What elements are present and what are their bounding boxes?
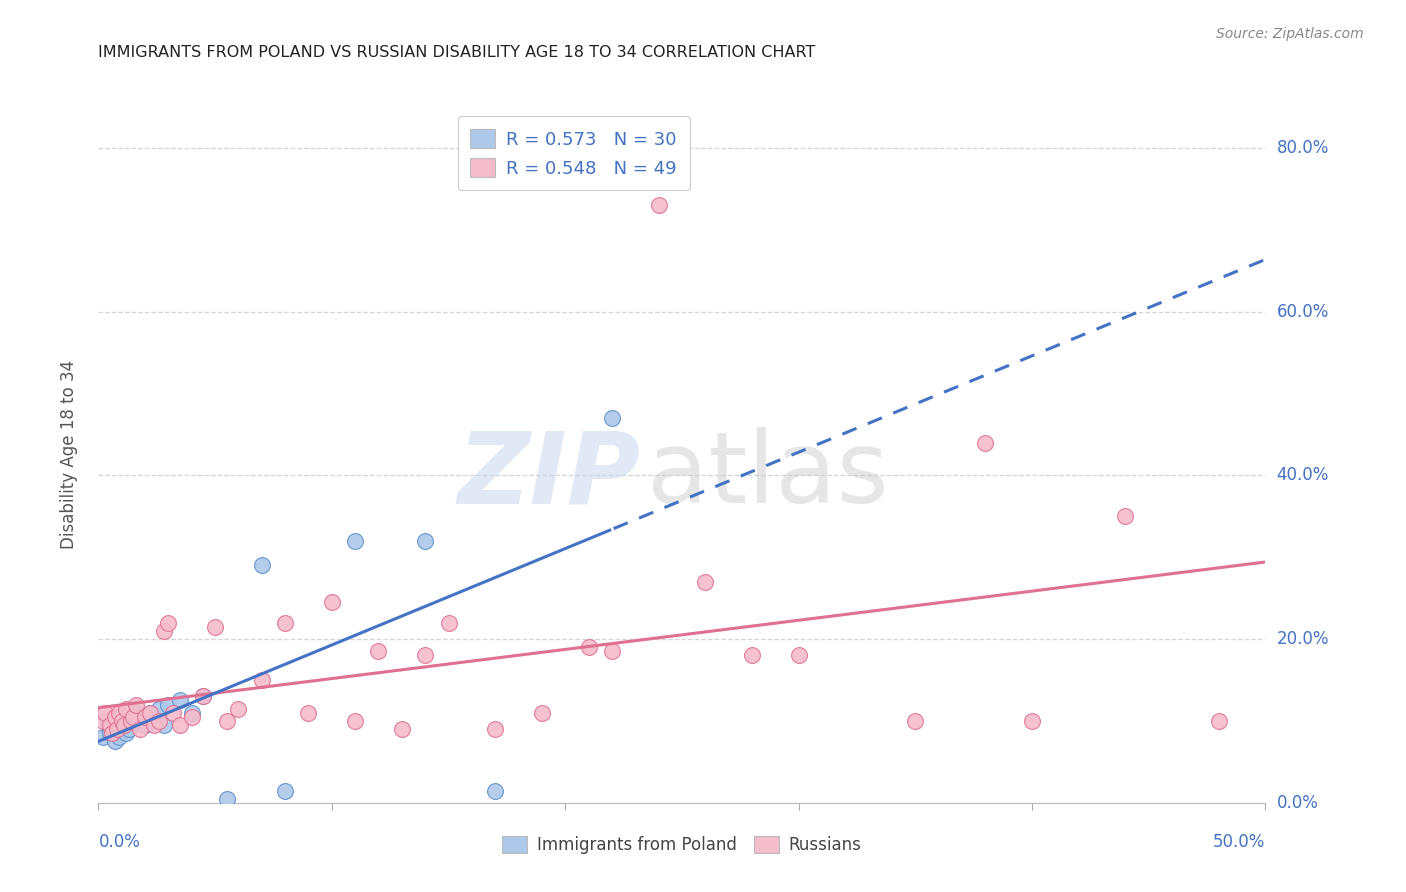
Point [215,714,238,728]
Point [695,574,717,589]
Point [250,558,273,573]
Point [122,714,145,728]
Point [228,701,250,715]
Point [129,722,152,736]
Point [108,706,131,720]
Point [169,693,191,707]
Point [250,673,273,687]
Point [134,718,156,732]
Point [321,595,343,609]
Point [413,533,436,548]
Point [157,615,180,630]
Legend: Immigrants from Poland, Russians: Immigrants from Poland, Russians [495,829,869,861]
Point [139,706,162,720]
Point [484,722,506,736]
Point [129,710,152,724]
Point [111,710,134,724]
Point [115,726,138,740]
Point [125,698,148,712]
Point [578,640,600,655]
Point [787,648,810,663]
Point [101,726,124,740]
Point [193,690,215,704]
Point [180,710,202,724]
Point [148,714,170,728]
Point [101,714,124,728]
Point [98,726,121,740]
Point [367,644,389,658]
Point [94,706,117,720]
Point [115,701,138,715]
Point [297,706,319,720]
Point [139,706,162,720]
Text: 40.0%: 40.0% [1277,467,1329,484]
Point [1208,714,1230,728]
Y-axis label: Disability Age 18 to 34: Disability Age 18 to 34 [59,360,77,549]
Point [274,783,297,797]
Point [111,714,134,728]
Point [169,718,191,732]
Point [413,648,436,663]
Point [162,706,184,720]
Point [1114,509,1136,524]
Point [120,714,142,728]
Point [391,722,413,736]
Point [215,791,238,805]
Point [108,731,131,745]
Point [91,731,114,745]
Point [97,718,120,732]
Text: 60.0%: 60.0% [1277,302,1329,321]
Text: 0.0%: 0.0% [1277,794,1319,812]
Point [974,435,997,450]
Point [134,710,156,724]
Point [600,644,623,658]
Point [105,722,128,736]
Point [143,718,166,732]
Point [530,706,553,720]
Point [157,698,180,712]
Text: Source: ZipAtlas.com: Source: ZipAtlas.com [1216,27,1364,41]
Point [193,690,215,704]
Point [152,624,174,638]
Text: 20.0%: 20.0% [1277,630,1329,648]
Point [437,615,460,630]
Point [118,722,141,736]
Text: ZIP: ZIP [458,427,641,524]
Point [1021,714,1043,728]
Point [600,411,623,425]
Point [180,706,202,720]
Point [148,701,170,715]
Point [105,722,128,736]
Point [344,714,367,728]
Point [91,714,114,728]
Point [647,198,669,212]
Point [104,734,127,748]
Point [274,615,297,630]
Point [104,710,127,724]
Point [112,722,135,736]
Point [741,648,763,663]
Text: atlas: atlas [647,427,889,524]
Point [122,710,145,724]
Point [98,718,121,732]
Point [152,718,174,732]
Text: 80.0%: 80.0% [1277,139,1329,157]
Point [125,706,148,720]
Text: IMMIGRANTS FROM POLAND VS RUSSIAN DISABILITY AGE 18 TO 34 CORRELATION CHART: IMMIGRANTS FROM POLAND VS RUSSIAN DISABI… [98,45,815,60]
Text: 50.0%: 50.0% [1213,833,1265,851]
Point [204,620,226,634]
Point [143,714,166,728]
Point [904,714,927,728]
Point [344,533,367,548]
Text: 0.0%: 0.0% [98,833,141,851]
Point [112,718,135,732]
Point [484,783,506,797]
